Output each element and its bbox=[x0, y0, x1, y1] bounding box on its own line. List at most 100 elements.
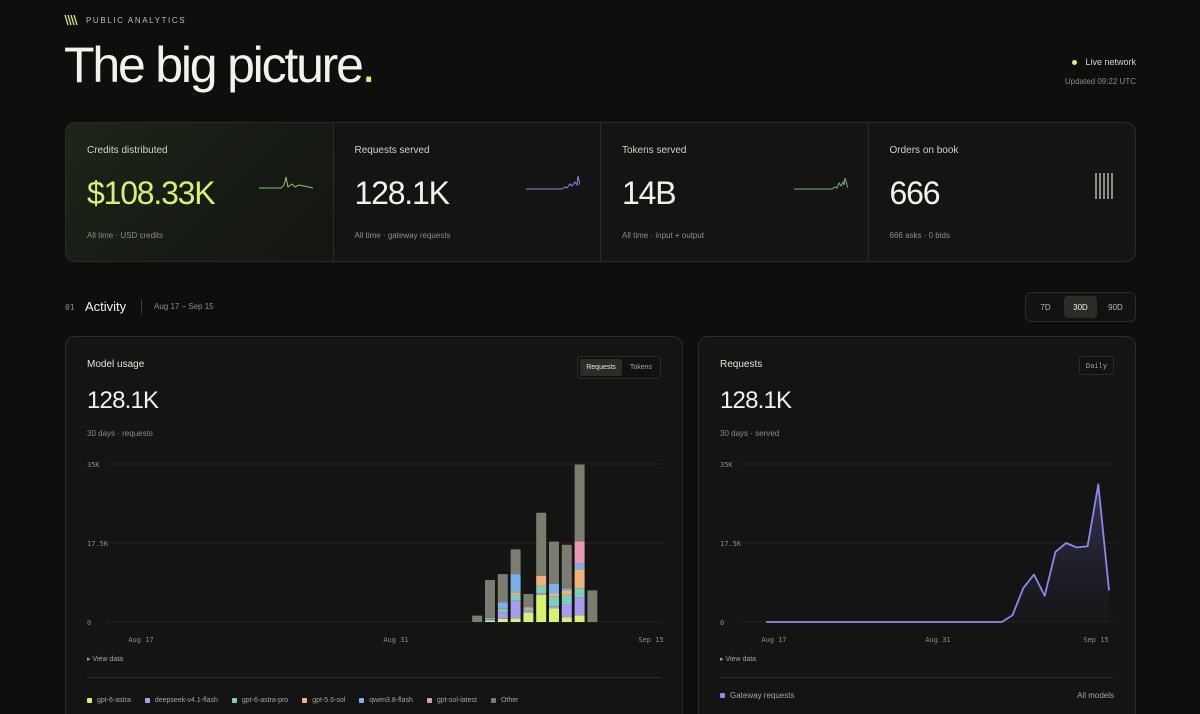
sparkline-icon bbox=[258, 176, 313, 189]
bar-segment bbox=[536, 575, 547, 586]
legend-item[interactable]: gpt-6-astra bbox=[87, 697, 131, 704]
bar-segment bbox=[510, 592, 521, 595]
bar-segment bbox=[485, 620, 495, 622]
section-divider bbox=[141, 299, 142, 314]
legend-item[interactable]: gpt-sol-latest bbox=[426, 697, 477, 704]
chart-legend: gpt-6-astra deepseek-v4.1-flash gpt-6-astr… bbox=[87, 697, 518, 704]
y-tick-label: 35K bbox=[87, 461, 100, 469]
chart-legend: Gateway requests bbox=[720, 691, 794, 700]
legend-swatch bbox=[231, 698, 237, 703]
bar-segment bbox=[536, 585, 547, 594]
bar-segment bbox=[536, 593, 547, 595]
bar-segment bbox=[561, 603, 572, 618]
legend-item[interactable]: gpt-5.6-sol bbox=[302, 697, 345, 704]
legend-label: qwen3.8-flash bbox=[369, 697, 413, 704]
bar-segment bbox=[523, 610, 534, 613]
bar-segment bbox=[536, 512, 547, 576]
legend-item[interactable]: Other bbox=[490, 697, 519, 704]
x-tick-label: Aug 31 bbox=[383, 636, 408, 644]
brand: PUBLIC ANALYTICS bbox=[64, 14, 186, 26]
section-title: Activity bbox=[85, 299, 127, 314]
y-tick-label: 0 bbox=[87, 619, 91, 627]
tokens-toggle-button[interactable]: Tokens bbox=[629, 364, 652, 371]
panel-divider bbox=[87, 677, 661, 678]
legend-item[interactable]: deepseek-v4.1-flash bbox=[144, 697, 218, 704]
view-data-toggle[interactable]: ▸ View data bbox=[720, 656, 757, 663]
bar-segment bbox=[574, 597, 585, 616]
bar-segment bbox=[561, 594, 572, 604]
stat-tokens: Tokens served 14B All time · input + out… bbox=[601, 123, 869, 261]
brand-text: PUBLIC ANALYTICS bbox=[86, 15, 187, 25]
x-tick-label: Aug 17 bbox=[761, 636, 786, 644]
panel-value: 128.1K bbox=[720, 387, 792, 414]
model-filter[interactable]: All models bbox=[1077, 691, 1114, 700]
stat-value: $108.33K bbox=[87, 175, 216, 211]
legend-swatch bbox=[302, 698, 308, 703]
bar-segment bbox=[510, 594, 521, 601]
stat-sub: 666 asks · 0 bids bbox=[889, 231, 950, 240]
stat-requests: Requests served 128.1K All time · gatewa… bbox=[334, 123, 601, 261]
sparkline-icon bbox=[526, 175, 580, 190]
interval-badge[interactable]: Daily bbox=[1078, 356, 1114, 375]
requests-toggle-button[interactable]: Requests bbox=[580, 359, 622, 376]
stat-value: 14B bbox=[622, 175, 677, 211]
bar-segment bbox=[497, 612, 508, 619]
metric-toggle: Requests Tokens bbox=[577, 356, 661, 379]
legend-label: Other bbox=[500, 697, 519, 704]
sparkline-icon bbox=[793, 177, 848, 190]
stats-row: Credits distributed $108.33K All time · … bbox=[65, 122, 1136, 262]
legend-label: gpt-6-astra-pro bbox=[241, 697, 289, 704]
bar-segment bbox=[587, 590, 598, 622]
bar-segment bbox=[561, 588, 572, 591]
range-90d-button[interactable]: 90D bbox=[1108, 302, 1123, 312]
bar-segment bbox=[497, 608, 508, 610]
brand-logo-icon bbox=[64, 14, 78, 26]
model-usage-panel: Model usage 128.1K 30 days · requests Re… bbox=[65, 336, 683, 714]
legend-swatch bbox=[87, 698, 92, 703]
legend-label: Gateway requests bbox=[730, 691, 795, 700]
model-usage-chart: 0 17.5K 35K Aug 17 Aug 31 Sep 15 bbox=[87, 461, 664, 644]
bar-segment bbox=[510, 574, 521, 593]
section-number: 01 bbox=[65, 303, 75, 312]
panel-title: Model usage bbox=[87, 359, 145, 370]
panel-divider bbox=[720, 677, 1114, 678]
bar-segment bbox=[549, 606, 559, 609]
y-tick-label: 17.5K bbox=[720, 540, 742, 548]
range-switch: 7D 30D 90D bbox=[1025, 292, 1136, 322]
stat-sub: All time · input + output bbox=[622, 231, 705, 240]
stat-sub: All time · gateway requests bbox=[354, 231, 451, 240]
legend-label: gpt-sol-latest bbox=[436, 697, 477, 704]
bar-segment bbox=[549, 596, 559, 607]
bar-segment bbox=[510, 600, 521, 619]
series-line bbox=[766, 483, 1110, 623]
bar-segment bbox=[523, 608, 534, 611]
legend-item[interactable]: qwen3.8-flash bbox=[359, 697, 413, 704]
page-title-dot: . bbox=[361, 37, 376, 93]
range-30d-button[interactable]: 30D bbox=[1064, 296, 1097, 318]
bar-segment bbox=[485, 580, 495, 618]
bar-segment bbox=[523, 612, 534, 622]
stat-value: 128.1K bbox=[354, 175, 450, 211]
legend-label: deepseek-v4.1-flash bbox=[154, 697, 218, 704]
stat-orders: Orders on book 666 666 asks · 0 bids bbox=[869, 123, 1136, 261]
stat-label: Tokens served bbox=[622, 145, 687, 156]
range-7d-button[interactable]: 7D bbox=[1040, 302, 1051, 312]
legend-swatch bbox=[426, 698, 432, 703]
x-tick-label: Sep 15 bbox=[1083, 636, 1108, 644]
bar-segment bbox=[574, 541, 585, 564]
live-dot-icon bbox=[1072, 59, 1078, 65]
panel-title: Requests bbox=[720, 359, 763, 370]
y-tick-label: 0 bbox=[720, 619, 724, 627]
bar-segment bbox=[574, 569, 585, 589]
x-tick-label: Sep 15 bbox=[638, 636, 663, 644]
view-data-toggle[interactable]: ▸ View data bbox=[87, 656, 124, 663]
bar-segment bbox=[561, 544, 572, 589]
x-tick-label: Aug 17 bbox=[128, 636, 153, 644]
x-tick-label: Aug 31 bbox=[925, 636, 950, 644]
bar-segment bbox=[574, 588, 585, 598]
bar-segment bbox=[574, 464, 585, 542]
stat-value: 666 bbox=[889, 175, 941, 211]
legend-item[interactable]: gpt-6-astra-pro bbox=[231, 697, 289, 704]
page-title: The big picture. bbox=[64, 36, 376, 94]
bar-segment bbox=[510, 549, 521, 575]
